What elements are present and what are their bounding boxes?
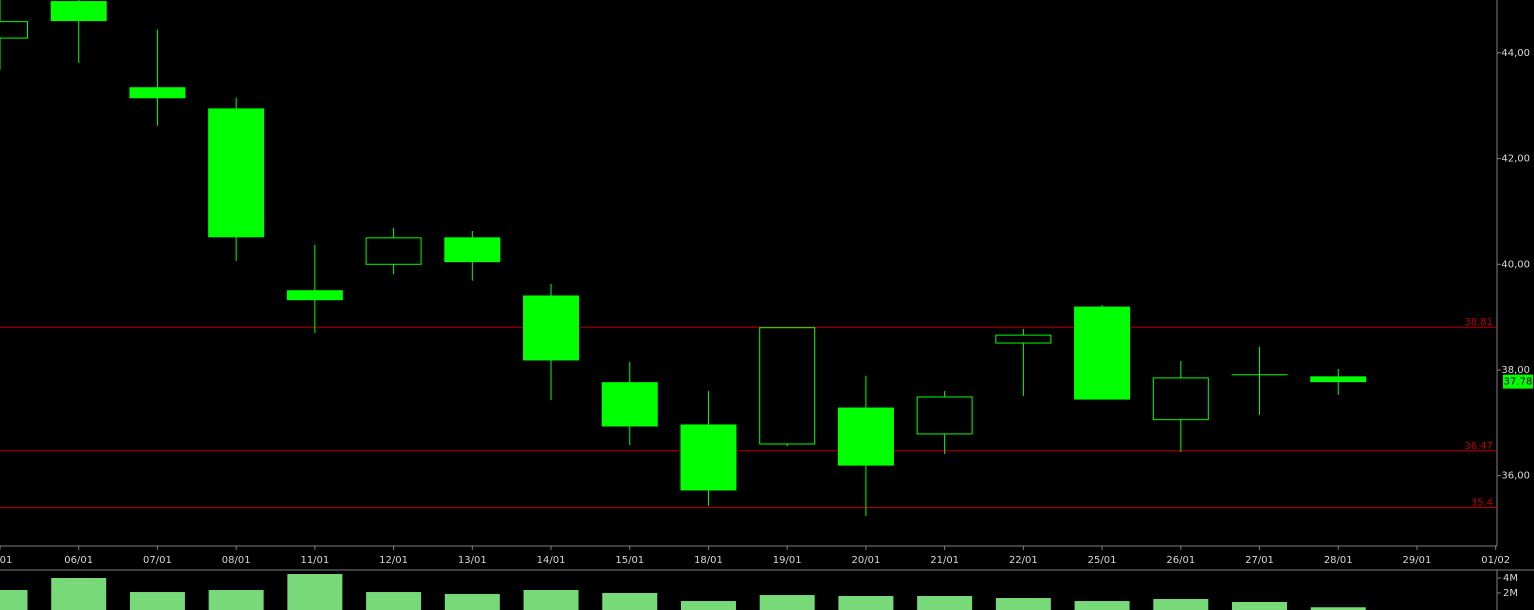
x-tick-label: 08/01 <box>222 555 251 566</box>
x-tick-label: 15/01 <box>615 555 644 566</box>
x-tick-label: 19/01 <box>773 555 802 566</box>
volume-bar <box>680 601 736 610</box>
candle-body <box>523 295 580 361</box>
reference-label: 38.81 <box>1464 317 1493 328</box>
x-tick-label: 11/01 <box>300 555 329 566</box>
y-tick-label: 42,00 <box>1501 154 1530 165</box>
y-tick-label: 38,00 <box>1501 365 1530 376</box>
last-price-box <box>1503 374 1533 389</box>
x-tick-label: 14/01 <box>537 555 566 566</box>
candle-body <box>286 290 343 301</box>
volume-bar <box>838 596 894 610</box>
x-tick-label: 28/01 <box>1324 555 1353 566</box>
y-tick-label: 44,00 <box>1501 48 1530 59</box>
x-tick-label: 06/01 <box>64 555 93 566</box>
last-price-label: 37.78 <box>1504 377 1533 388</box>
x-tick-label: 22/01 <box>1009 555 1038 566</box>
candle-body <box>129 87 186 99</box>
volume-tick-label: 4M <box>1503 573 1518 584</box>
candle-body <box>50 1 107 22</box>
volume-bar <box>287 574 343 610</box>
candle-body <box>1074 306 1131 400</box>
volume-bar <box>917 596 973 610</box>
candle-body <box>995 334 1052 344</box>
x-tick-label: 13/01 <box>458 555 487 566</box>
volume-bar <box>0 590 28 610</box>
volume-bar <box>1074 601 1130 610</box>
volume-bar <box>523 590 579 610</box>
candle-body <box>365 237 422 265</box>
x-tick-label: 12/01 <box>379 555 408 566</box>
x-tick-label: 20/01 <box>852 555 881 566</box>
volume-bar <box>208 590 264 610</box>
candle-body <box>916 396 973 435</box>
x-tick-label: 07/01 <box>143 555 172 566</box>
candle-body <box>680 424 737 491</box>
x-tick-label: 25/01 <box>1088 555 1117 566</box>
candle-body <box>601 382 658 427</box>
candle-body <box>0 21 28 39</box>
x-tick-label: 01/02 <box>1481 555 1510 566</box>
volume-bar <box>1153 599 1209 610</box>
volume-bar <box>995 598 1051 610</box>
volume-bar <box>51 578 107 610</box>
candle-body <box>1152 377 1209 421</box>
volume-bar <box>129 592 185 610</box>
volume-tick-label: 2M <box>1503 588 1518 599</box>
volume-bar <box>444 593 500 610</box>
candle-body <box>837 407 894 466</box>
x-tick-label: 27/01 <box>1245 555 1274 566</box>
y-tick-label: 36,00 <box>1501 471 1530 482</box>
candle-body <box>759 327 816 445</box>
volume-bar <box>366 592 422 610</box>
volume-bar <box>759 595 815 610</box>
x-tick-label: 18/01 <box>694 555 723 566</box>
candle-body <box>444 237 501 263</box>
reference-label: 35.4 <box>1471 497 1493 508</box>
x-tick-label: 29/01 <box>1403 555 1432 566</box>
volume-bar <box>1232 602 1288 610</box>
volume-bar <box>1310 607 1366 610</box>
reference-label: 36.47 <box>1464 441 1493 452</box>
volume-bar <box>602 593 658 610</box>
x-tick-label: 21/01 <box>930 555 959 566</box>
x-tick-label: 01 <box>0 555 12 566</box>
candle-body <box>1310 376 1367 383</box>
x-tick-label: 26/01 <box>1166 555 1195 566</box>
y-tick-label: 40,00 <box>1501 259 1530 270</box>
candle-body <box>208 108 265 238</box>
